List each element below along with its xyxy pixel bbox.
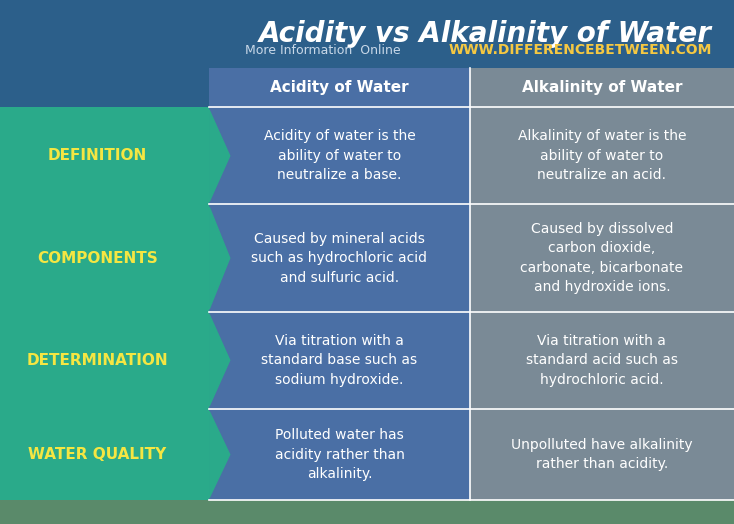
Text: WWW.DIFFERENCEBETWEEN.COM: WWW.DIFFERENCEBETWEEN.COM bbox=[448, 43, 712, 58]
Text: DEFINITION: DEFINITION bbox=[48, 148, 147, 163]
Text: Via titration with a
standard base such as
sodium hydroxide.: Via titration with a standard base such … bbox=[261, 334, 418, 387]
FancyBboxPatch shape bbox=[0, 409, 209, 500]
FancyBboxPatch shape bbox=[209, 68, 470, 107]
FancyBboxPatch shape bbox=[0, 0, 734, 68]
Text: Caused by dissolved
carbon dioxide,
carbonate, bicarbonate
and hydroxide ions.: Caused by dissolved carbon dioxide, carb… bbox=[520, 222, 683, 294]
Text: Acidity of water is the
ability of water to
neutralize a base.: Acidity of water is the ability of water… bbox=[264, 129, 415, 182]
FancyBboxPatch shape bbox=[470, 204, 734, 312]
Polygon shape bbox=[209, 411, 230, 498]
Text: More Information  Online: More Information Online bbox=[245, 44, 401, 57]
FancyBboxPatch shape bbox=[0, 204, 209, 312]
Text: Caused by mineral acids
such as hydrochloric acid
and sulfuric acid.: Caused by mineral acids such as hydrochl… bbox=[252, 232, 427, 285]
Text: DETERMINATION: DETERMINATION bbox=[26, 353, 168, 368]
FancyBboxPatch shape bbox=[470, 107, 734, 204]
FancyBboxPatch shape bbox=[470, 409, 734, 500]
FancyBboxPatch shape bbox=[0, 107, 209, 204]
Text: Alkalinity of water is the
ability of water to
neutralize an acid.: Alkalinity of water is the ability of wa… bbox=[517, 129, 686, 182]
FancyBboxPatch shape bbox=[470, 312, 734, 409]
FancyBboxPatch shape bbox=[209, 409, 470, 500]
Text: Polluted water has
acidity rather than
alkalinity.: Polluted water has acidity rather than a… bbox=[275, 428, 404, 481]
Polygon shape bbox=[209, 314, 230, 406]
FancyBboxPatch shape bbox=[209, 312, 470, 409]
Text: Acidity vs Alkalinity of Water: Acidity vs Alkalinity of Water bbox=[259, 20, 712, 48]
FancyBboxPatch shape bbox=[209, 204, 470, 312]
FancyBboxPatch shape bbox=[0, 312, 209, 409]
Text: WATER QUALITY: WATER QUALITY bbox=[28, 447, 167, 462]
Text: Unpolluted have alkalinity
rather than acidity.: Unpolluted have alkalinity rather than a… bbox=[511, 438, 693, 471]
Text: Alkalinity of Water: Alkalinity of Water bbox=[522, 80, 682, 95]
Text: COMPONENTS: COMPONENTS bbox=[37, 250, 158, 266]
Text: Acidity of Water: Acidity of Water bbox=[270, 80, 409, 95]
FancyBboxPatch shape bbox=[470, 68, 734, 107]
Polygon shape bbox=[209, 207, 230, 309]
Polygon shape bbox=[209, 110, 230, 202]
FancyBboxPatch shape bbox=[209, 107, 470, 204]
Text: Via titration with a
standard acid such as
hydrochloric acid.: Via titration with a standard acid such … bbox=[526, 334, 678, 387]
FancyBboxPatch shape bbox=[0, 68, 734, 107]
